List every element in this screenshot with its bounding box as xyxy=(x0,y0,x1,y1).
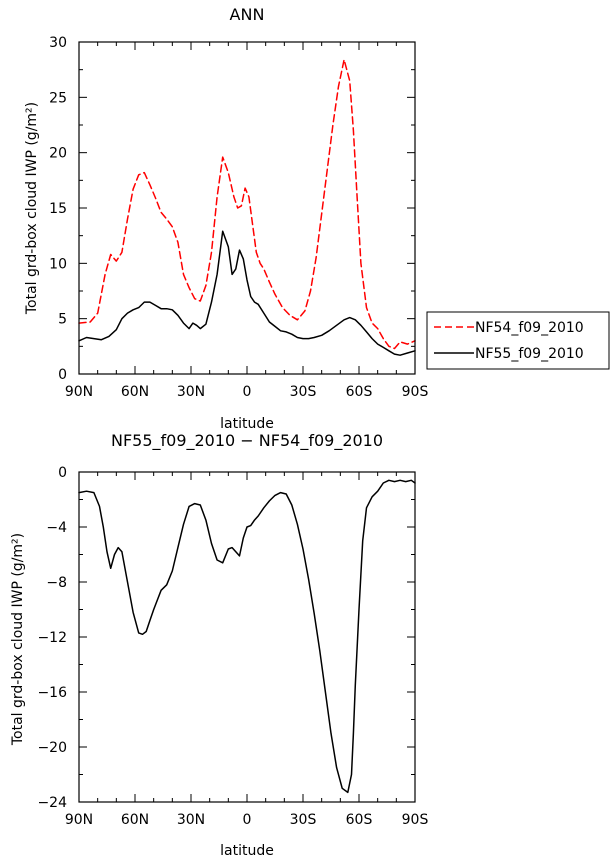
y-tick-label: 0 xyxy=(58,465,67,481)
bottom-panel-ylabel: Total grd-box cloud IWP (g/m²) xyxy=(10,533,26,746)
bottom-panel-frame xyxy=(78,471,416,803)
legend: NF54_f09_2010 NF55_f09_2010 xyxy=(426,311,610,370)
y-tick-label: 5 xyxy=(58,312,67,328)
top-panel-ylabel: Total grd-box cloud IWP (g/m²) xyxy=(24,102,40,315)
series-line-nf54_f09_2010 xyxy=(78,58,416,350)
x-tick-label: 30S xyxy=(290,812,317,828)
x-tick-label: 0 xyxy=(243,384,252,400)
legend-label-nf54: NF54_f09_2010 xyxy=(475,320,584,336)
x-tick-label: 90N xyxy=(65,384,93,400)
x-tick-label: 30N xyxy=(177,812,205,828)
top-panel: ANN latitude Total grd-box cloud IWP (g/… xyxy=(24,5,428,432)
x-tick-label: 30N xyxy=(177,384,205,400)
bottom-panel-title: NF55_f09_2010 − NF54_f09_2010 xyxy=(111,431,383,451)
y-tick-label: 0 xyxy=(58,367,67,383)
series-line-difference xyxy=(78,479,416,794)
bottom-panel-xlabel: latitude xyxy=(220,843,274,859)
y-tick-label: 30 xyxy=(49,35,67,51)
x-tick-label: 90S xyxy=(402,384,429,400)
y-tick-label: 15 xyxy=(49,201,67,217)
y-tick-label: −8 xyxy=(46,575,67,591)
series-line-nf55_f09_2010 xyxy=(78,230,416,356)
y-tick-label: −16 xyxy=(37,685,67,701)
legend-box xyxy=(426,311,610,370)
top-panel-xlabel: latitude xyxy=(220,416,274,432)
x-tick-label: 60N xyxy=(121,812,149,828)
x-tick-label: 90S xyxy=(402,812,429,828)
top-panel-title: ANN xyxy=(230,5,265,24)
y-tick-label: −4 xyxy=(46,520,67,536)
y-tick-label: 10 xyxy=(49,256,67,272)
y-tick-label: −12 xyxy=(37,630,67,646)
x-tick-label: 90N xyxy=(65,812,93,828)
y-tick-label: 20 xyxy=(49,146,67,162)
legend-label-nf55: NF55_f09_2010 xyxy=(475,346,584,362)
y-tick-label: −24 xyxy=(37,795,67,811)
y-tick-label: −20 xyxy=(37,740,67,756)
x-tick-label: 60S xyxy=(346,812,373,828)
x-tick-label: 0 xyxy=(243,812,252,828)
top-panel-frame xyxy=(78,41,416,375)
x-tick-label: 60N xyxy=(121,384,149,400)
y-tick-label: 25 xyxy=(49,90,67,106)
x-tick-label: 60S xyxy=(346,384,373,400)
bottom-panel: NF55_f09_2010 − NF54_f09_2010 latitude T… xyxy=(10,431,428,859)
x-tick-label: 30S xyxy=(290,384,317,400)
